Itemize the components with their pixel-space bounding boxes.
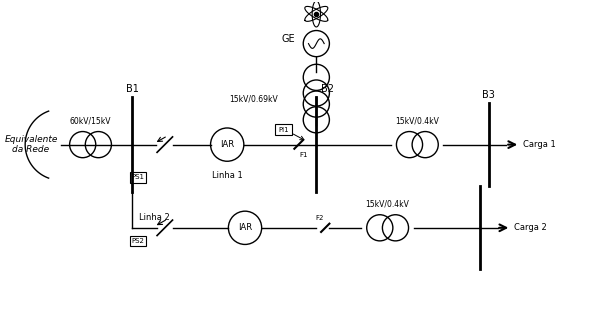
- Text: IAR: IAR: [238, 223, 252, 232]
- Text: 15kV/0.4kV: 15kV/0.4kV: [366, 200, 410, 209]
- Text: F2: F2: [316, 215, 324, 221]
- Bar: [275, 124, 292, 135]
- Text: PS1: PS1: [131, 174, 144, 180]
- Text: PS2: PS2: [131, 238, 144, 244]
- Text: 15kV/0.4kV: 15kV/0.4kV: [395, 117, 439, 126]
- Bar: [130, 172, 146, 183]
- Text: Carga 2: Carga 2: [514, 223, 547, 232]
- Text: Equivalente
da Rede: Equivalente da Rede: [4, 135, 58, 154]
- Text: Carga 1: Carga 1: [523, 140, 556, 149]
- Text: Linha 2: Linha 2: [139, 213, 170, 222]
- Text: B3: B3: [482, 90, 495, 100]
- Text: Linha 1: Linha 1: [212, 171, 242, 180]
- Bar: [130, 235, 146, 246]
- Text: IAR: IAR: [220, 140, 234, 149]
- Text: 60kV/15kV: 60kV/15kV: [70, 117, 111, 126]
- Text: F1: F1: [300, 152, 308, 158]
- Text: PI1: PI1: [278, 127, 289, 133]
- Text: B1: B1: [126, 84, 139, 94]
- Text: GE: GE: [282, 34, 296, 44]
- Text: B2: B2: [321, 84, 334, 94]
- Text: 15kV/0.69kV: 15kV/0.69kV: [229, 94, 278, 103]
